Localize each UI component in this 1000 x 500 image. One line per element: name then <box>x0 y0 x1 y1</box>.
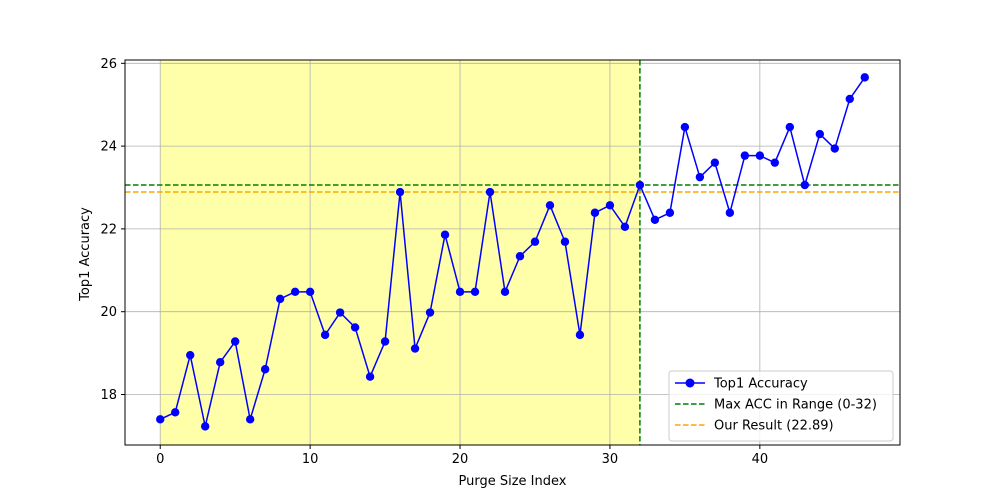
ticks-layer: 0 10 20 30 40 18 20 22 24 26 <box>100 57 768 467</box>
data-point <box>530 237 540 246</box>
data-point <box>590 208 600 217</box>
x-tick-label: 20 <box>452 452 469 467</box>
x-tick-label: 0 <box>156 452 164 467</box>
data-point <box>230 337 240 346</box>
data-point <box>395 187 405 197</box>
x-tick-label: 10 <box>302 452 319 467</box>
data-point <box>830 144 839 153</box>
legend-box <box>668 370 894 442</box>
y-tick-label: 24 <box>100 140 117 155</box>
highlight-range-layer <box>160 60 640 445</box>
data-point <box>186 350 195 360</box>
y-tick-label: 18 <box>100 388 117 403</box>
data-point <box>680 122 690 132</box>
data-point <box>200 422 210 431</box>
grid-layer <box>125 60 900 445</box>
y-axis-label: Top1 Accuracy <box>78 207 93 302</box>
data-point <box>740 151 750 160</box>
data-point <box>350 323 360 332</box>
data-point <box>171 408 180 417</box>
data-point <box>425 308 435 317</box>
data-point <box>290 287 300 297</box>
data-point <box>845 94 854 104</box>
data-point <box>245 415 255 424</box>
data-point <box>800 180 810 190</box>
x-tick-label: 30 <box>602 452 619 467</box>
data-point <box>605 201 615 210</box>
reference-lines-layer <box>125 60 900 445</box>
data-point <box>785 122 795 132</box>
axes-layer <box>124 59 901 446</box>
y-tick-label: 20 <box>100 305 117 320</box>
data-point <box>410 344 420 353</box>
data-point <box>815 129 825 139</box>
data-point <box>455 287 465 297</box>
data-point <box>710 158 720 167</box>
x-axis-label: Purge Size Index <box>459 474 567 489</box>
axes-frame <box>124 59 901 446</box>
data-point <box>500 287 510 297</box>
data-point <box>650 215 660 224</box>
highlight-band <box>160 60 640 445</box>
data-point <box>755 151 765 160</box>
data-point <box>335 308 345 317</box>
y-tick-label: 26 <box>100 57 117 72</box>
data-point <box>545 201 555 210</box>
data-point <box>485 187 495 197</box>
data-point <box>440 230 450 239</box>
legend-label-our-result: Our Result (22.89) <box>714 419 834 434</box>
data-point <box>695 172 705 182</box>
legend-label-max-acc: Max ACC in Range (0-32) <box>714 398 877 413</box>
data-point <box>365 372 375 381</box>
data-point <box>725 208 735 217</box>
legend: Top1 Accuracy Max ACC in Range (0-32) Ou… <box>668 370 894 442</box>
data-point <box>156 415 165 424</box>
data-point <box>380 337 390 346</box>
data-point <box>260 365 270 374</box>
data-point <box>665 208 675 217</box>
data-point <box>620 222 630 232</box>
data-point <box>575 330 585 340</box>
data-point <box>305 287 315 297</box>
data-point <box>560 237 570 246</box>
legend-marker-top1 <box>685 378 695 388</box>
data-point <box>470 287 480 297</box>
series-layer <box>156 73 869 431</box>
x-tick-label: 40 <box>752 452 769 467</box>
data-point <box>635 180 645 190</box>
data-point <box>860 73 869 82</box>
data-point <box>515 252 525 261</box>
legend-label-top1: Top1 Accuracy <box>713 377 808 392</box>
data-point <box>275 294 285 304</box>
y-tick-label: 22 <box>100 222 117 237</box>
data-point <box>215 358 225 367</box>
data-point <box>320 330 330 340</box>
data-point <box>770 158 780 167</box>
